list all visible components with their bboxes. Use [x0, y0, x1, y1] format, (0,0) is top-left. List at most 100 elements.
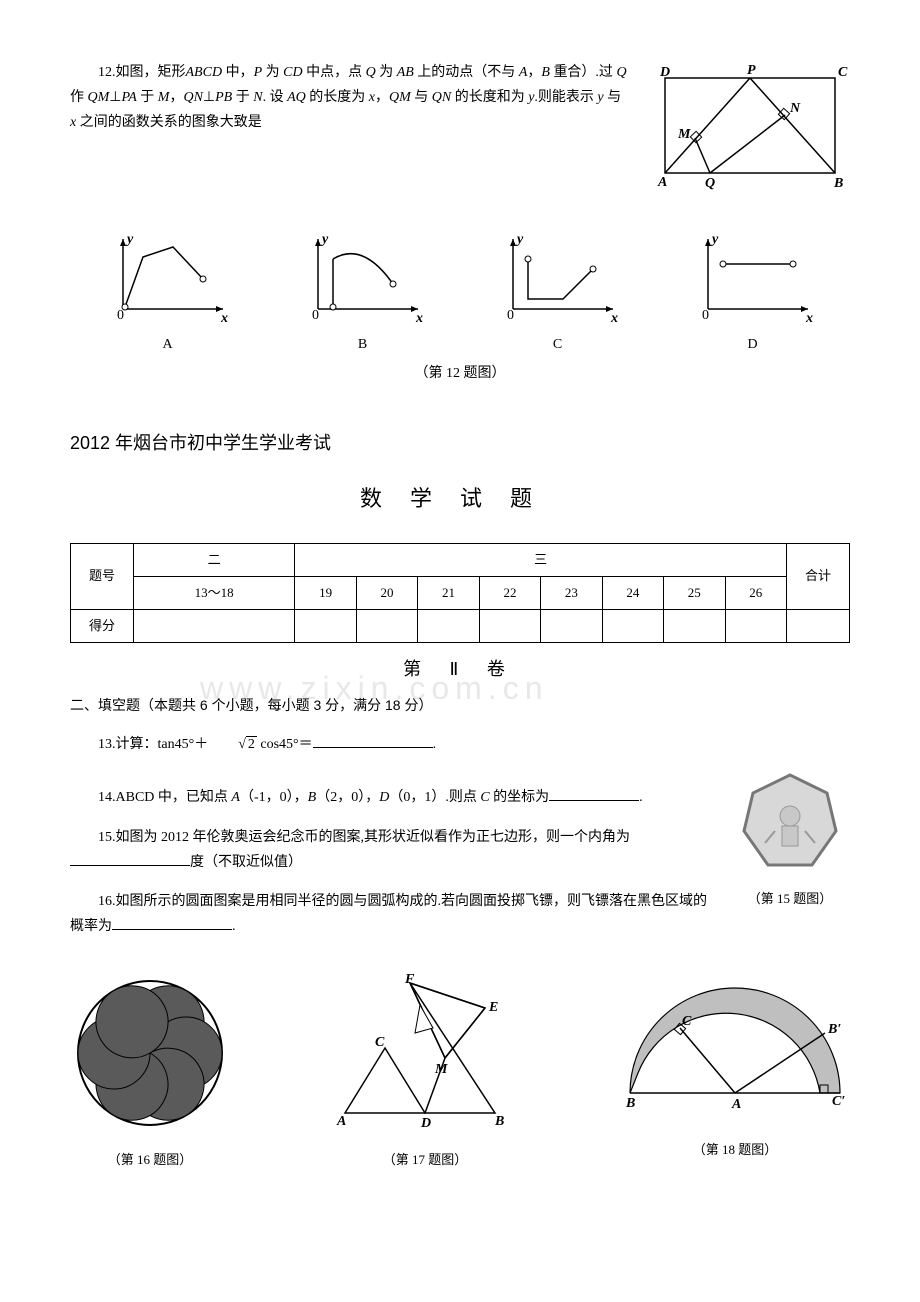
t: PB [215, 90, 232, 105]
t: ⊥ [109, 90, 121, 105]
t: 上的动点（不与 [414, 65, 519, 80]
t: N [253, 90, 262, 105]
svg-text:F: F [404, 973, 415, 987]
t: . 设 [263, 90, 288, 105]
svg-text:N: N [789, 101, 801, 116]
t: . [433, 737, 437, 752]
svg-text:E: E [488, 1000, 498, 1015]
svg-text:M: M [677, 127, 691, 142]
th: 合计 [787, 543, 850, 609]
cell: 24 [602, 576, 663, 609]
svg-text:y: y [320, 232, 329, 247]
t: AB [397, 65, 414, 80]
t: Q [616, 65, 626, 80]
th: 题号 [71, 543, 134, 609]
q15-figure: （第 15 题图） [730, 771, 850, 910]
option-d-label: D [678, 332, 828, 357]
fig17-caption: （第 17 题图） [325, 1148, 525, 1171]
volume-title: 第 Ⅱ 卷 [70, 653, 850, 685]
t: 与 [411, 90, 432, 105]
svg-text:B: B [625, 1096, 635, 1111]
svg-text:y: y [125, 232, 134, 247]
svg-text:B: B [494, 1114, 504, 1129]
t: P [254, 65, 263, 80]
cell: 25 [664, 576, 725, 609]
t: ， [527, 65, 541, 80]
t: ， [365, 790, 379, 805]
fig18-caption: （第 18 题图） [620, 1138, 850, 1161]
t: 中点，点 [303, 65, 366, 80]
cell: 21 [418, 576, 479, 609]
t: AQ [287, 90, 306, 105]
t: ， [294, 790, 308, 805]
t: 的长度为 [306, 90, 369, 105]
q12-row: 12.如图，矩形ABCD 中，P 为 CD 中点，点 Q 为 AB 上的动点（不… [70, 60, 850, 199]
t: D [379, 790, 389, 805]
fig16-caption: （第 16 题图） [70, 1148, 230, 1171]
svg-text:x: x [220, 311, 228, 324]
t: 的长度和为 [451, 90, 528, 105]
th: 三 [295, 543, 787, 576]
cell: 得分 [71, 609, 134, 642]
option-c: 0 x y C [483, 229, 633, 357]
svg-text:C: C [838, 65, 848, 80]
t: 2 [246, 736, 257, 752]
blank [112, 915, 232, 930]
t: 14.ABCD 中，已知点 [98, 790, 231, 805]
t: C [480, 790, 489, 805]
svg-text:A: A [336, 1114, 346, 1129]
svg-text:B′: B′ [827, 1022, 841, 1037]
section-2-title: 二、填空题（本题共 6 个小题，每小题 3 分，满分 18 分） [70, 693, 850, 718]
option-c-label: C [483, 332, 633, 357]
blank [549, 786, 639, 801]
q13: 13.计算：tan45°＋2 cos45°＝. [70, 732, 850, 757]
svg-text:C: C [375, 1035, 385, 1050]
option-a-label: A [93, 332, 243, 357]
q16: 16.如图所示的圆面图案是用相同半径的圆与圆弧构成的.若向圆面投掷飞镖，则飞镖落… [70, 889, 710, 939]
blank [70, 851, 190, 866]
svg-text:0: 0 [312, 308, 319, 323]
svg-text:C: C [682, 1014, 692, 1029]
t: QN [183, 90, 202, 105]
t: CD [283, 65, 302, 80]
q12-caption: （第 12 题图） [70, 361, 850, 386]
option-b-label: B [288, 332, 438, 357]
t: QN [432, 90, 451, 105]
cell: 22 [479, 576, 540, 609]
t: 为 [262, 65, 283, 80]
q12-rect-figure: D P C N M A Q B [650, 60, 850, 199]
t: 度（不取近似值） [190, 855, 302, 870]
svg-text:A: A [731, 1097, 741, 1112]
cell: 23 [541, 576, 602, 609]
t: 作 [70, 90, 88, 105]
t: 中， [222, 65, 254, 80]
score-table: 题号 二 三 合计 13～18 19 20 21 22 23 24 25 26 … [70, 543, 850, 643]
fig18: B A C B′ C′ （第 18 题图） [620, 973, 850, 1172]
t: cos45°＝ [257, 737, 313, 752]
cell: 20 [356, 576, 417, 609]
t: B [308, 790, 317, 805]
svg-text:P: P [747, 63, 756, 78]
main-title: 数学试题 [70, 479, 850, 519]
svg-text:A: A [657, 175, 667, 190]
q12-text: 12.如图，矩形ABCD 中，P 为 CD 中点，点 Q 为 AB 上的动点（不… [70, 60, 630, 136]
svg-text:x: x [415, 311, 423, 324]
t: 12.如图，矩形 [98, 65, 186, 80]
svg-text:M: M [434, 1062, 448, 1077]
t: （0，1） [389, 790, 445, 805]
q15-caption: （第 15 题图） [730, 887, 850, 910]
svg-text:0: 0 [702, 308, 709, 323]
q12-options: 0 x y A 0 x y B 0 x y C [70, 229, 850, 357]
cell: 26 [725, 576, 786, 609]
q14: 14.ABCD 中，已知点 A（-1，0），B（2，0），D（0，1）.则点 C… [70, 785, 710, 810]
svg-text:0: 0 [117, 308, 124, 323]
t: 之间的函数关系的图象大致是 [76, 115, 262, 130]
t: 与 [604, 90, 622, 105]
bottom-figures: （第 16 题图） F E C M A D B （第 17 题图） B [70, 973, 850, 1172]
option-d: 0 x y D [678, 229, 828, 357]
option-b: 0 x y B [288, 229, 438, 357]
t: B [541, 65, 550, 80]
svg-text:C′: C′ [832, 1094, 845, 1109]
t: 于 [137, 90, 158, 105]
cell: 13～18 [134, 576, 295, 609]
